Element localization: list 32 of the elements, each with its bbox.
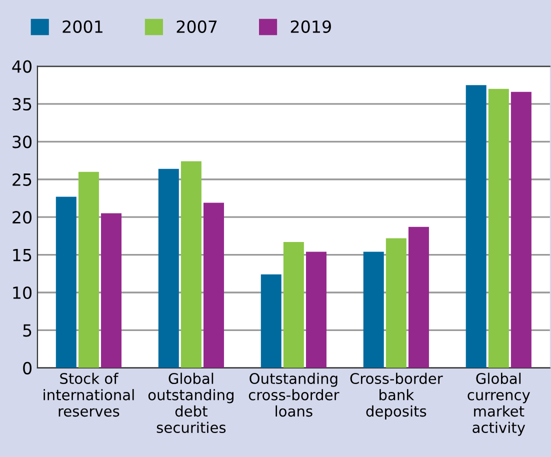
bar bbox=[306, 252, 326, 368]
x-tick-label: Global currency market activity bbox=[468, 372, 530, 436]
bar bbox=[203, 202, 224, 368]
y-tick-label: 0 bbox=[23, 362, 32, 374]
legend-label: 2001 bbox=[62, 20, 102, 33]
bar bbox=[408, 226, 429, 368]
bar bbox=[283, 242, 304, 368]
y-tick-label: 40 bbox=[12, 60, 32, 73]
x-tick-label: Cross-border bank deposits bbox=[350, 372, 443, 420]
bar bbox=[488, 88, 509, 368]
bar bbox=[101, 213, 122, 368]
bar bbox=[363, 252, 384, 368]
bar bbox=[386, 238, 406, 368]
x-tick-label: Stock of international reserves bbox=[44, 372, 134, 417]
y-tick-label: 25 bbox=[12, 173, 32, 186]
bar bbox=[510, 92, 532, 368]
y-tick-label: 15 bbox=[13, 248, 32, 262]
bar bbox=[466, 85, 486, 368]
x-tick-label: Global outstanding debt securities bbox=[148, 372, 234, 434]
bar bbox=[158, 168, 179, 368]
x-tick-label: Outstanding cross-border loans bbox=[248, 372, 340, 417]
bar bbox=[56, 196, 76, 368]
bar bbox=[78, 172, 99, 368]
y-tick-label: 35 bbox=[12, 98, 32, 111]
bar bbox=[260, 274, 282, 368]
y-tick-label: 20 bbox=[12, 211, 32, 224]
bar bbox=[180, 161, 202, 368]
y-tick-label: 10 bbox=[13, 286, 32, 300]
legend-label: 2007 bbox=[176, 20, 217, 33]
y-tick-label: 5 bbox=[23, 324, 32, 337]
y-tick-label: 30 bbox=[12, 136, 32, 148]
legend-label: 2019 bbox=[290, 20, 331, 33]
